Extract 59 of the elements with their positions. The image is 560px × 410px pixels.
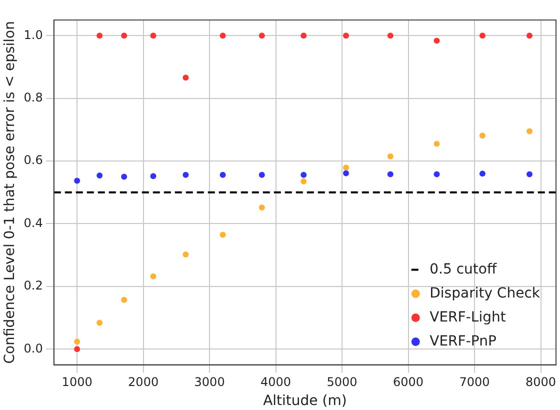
point bbox=[479, 170, 486, 177]
point bbox=[150, 173, 156, 180]
point bbox=[343, 32, 350, 39]
legend-label: VERF-Light bbox=[430, 309, 506, 326]
x-tick-label: 8000 bbox=[525, 375, 556, 390]
x-tick-label: 4000 bbox=[260, 375, 292, 390]
point bbox=[434, 171, 440, 178]
point bbox=[96, 32, 103, 39]
point bbox=[434, 140, 440, 147]
point bbox=[387, 153, 394, 160]
point bbox=[300, 178, 307, 184]
y-axis-title: Confidence Level 0-1 that pose error is < epsilon bbox=[2, 21, 18, 364]
point bbox=[220, 172, 226, 178]
legend-label: VERF-PnP bbox=[430, 333, 496, 350]
legend-label: Disparity Check bbox=[430, 285, 541, 302]
point bbox=[343, 170, 350, 176]
point bbox=[121, 174, 128, 180]
y-tick-label: 0.2 bbox=[24, 278, 43, 293]
x-tick-label: 6000 bbox=[393, 375, 424, 390]
point bbox=[220, 232, 226, 238]
point bbox=[150, 32, 156, 39]
point bbox=[96, 320, 103, 326]
point bbox=[479, 132, 486, 139]
point bbox=[526, 128, 533, 134]
point bbox=[343, 164, 350, 171]
point bbox=[300, 172, 307, 178]
point bbox=[220, 32, 226, 39]
point bbox=[74, 178, 80, 184]
y-tick-label: 0.4 bbox=[24, 216, 43, 230]
point bbox=[121, 32, 128, 39]
point bbox=[300, 32, 307, 39]
point bbox=[258, 172, 265, 178]
point bbox=[121, 296, 128, 303]
point bbox=[387, 171, 394, 178]
point bbox=[74, 346, 80, 352]
x-tick-label: 7000 bbox=[459, 375, 490, 390]
y-tick-label: 0.0 bbox=[24, 341, 43, 356]
y-tick-label: 1.0 bbox=[24, 28, 43, 42]
x-axis-title: Altitude (m) bbox=[263, 393, 347, 410]
y-tick-label: 0.8 bbox=[24, 90, 43, 104]
point bbox=[434, 38, 440, 44]
point bbox=[526, 32, 533, 39]
x-tick-label: 1000 bbox=[62, 375, 92, 390]
point bbox=[182, 251, 189, 258]
legend-label: 0.5 cutoff bbox=[430, 261, 497, 278]
point bbox=[150, 273, 156, 280]
x-tick-label: 5000 bbox=[326, 375, 358, 390]
point bbox=[96, 172, 103, 178]
point bbox=[182, 74, 189, 81]
point bbox=[387, 32, 394, 39]
y-tick-label: 0.6 bbox=[24, 153, 43, 168]
point bbox=[258, 32, 265, 39]
x-tick-label: 2000 bbox=[128, 375, 159, 390]
point bbox=[74, 338, 80, 345]
point bbox=[258, 204, 265, 210]
point bbox=[182, 172, 189, 178]
point bbox=[479, 32, 486, 39]
x-tick-label: 3000 bbox=[194, 375, 225, 390]
point bbox=[526, 171, 533, 178]
